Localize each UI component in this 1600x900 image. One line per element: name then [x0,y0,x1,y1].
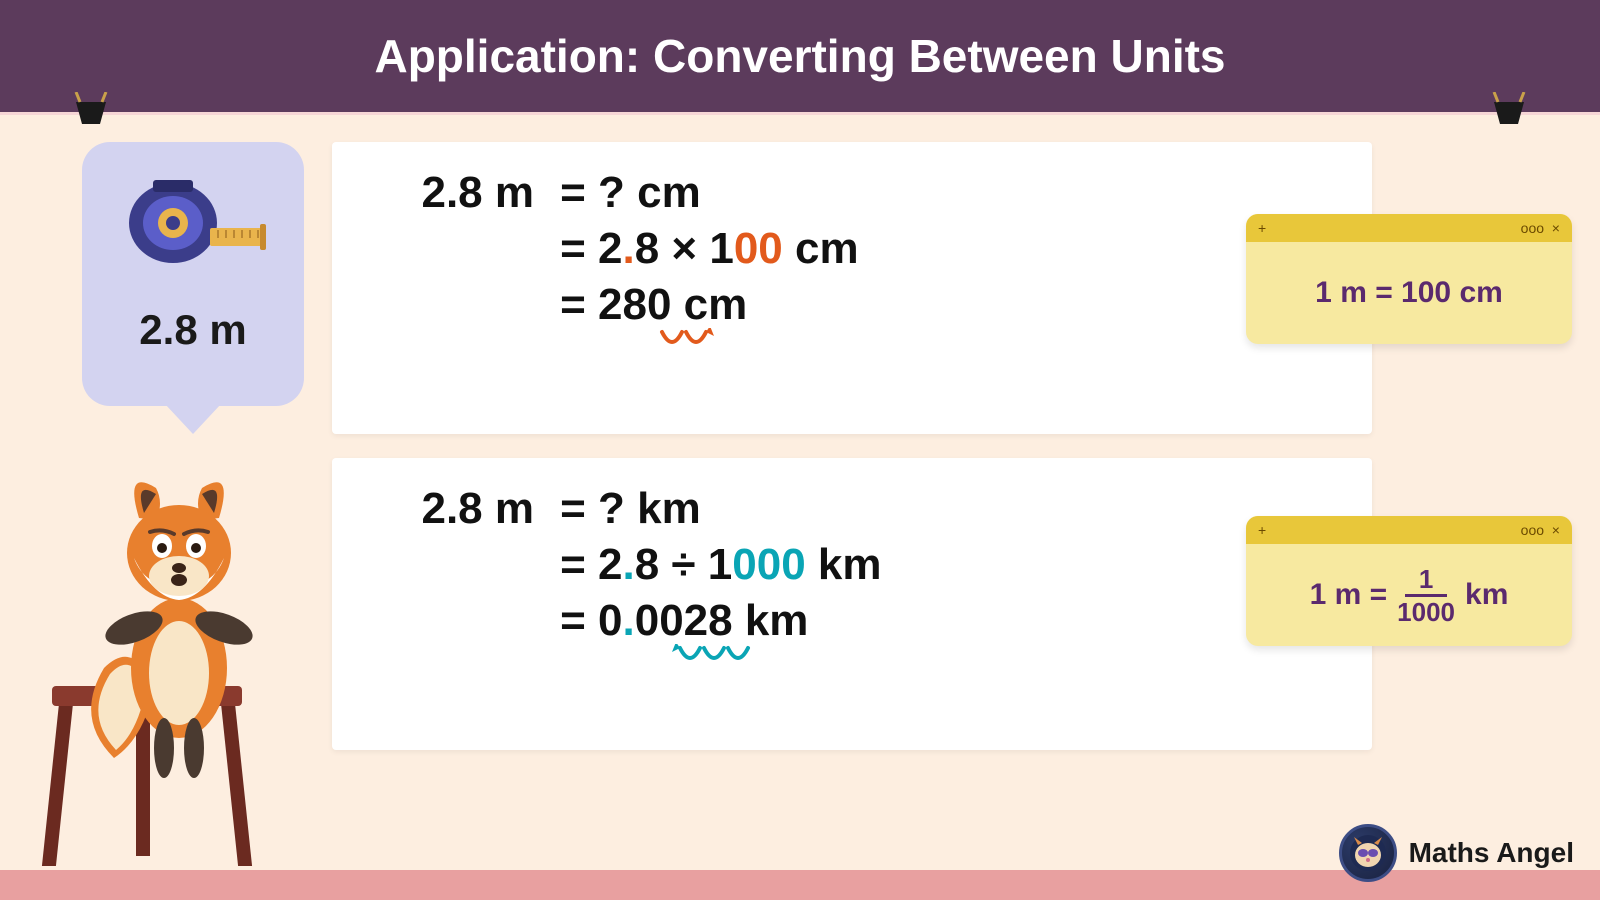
equals-sign: = [548,596,598,646]
title-banner: Application: Converting Between Units [0,0,1600,112]
binder-clip-left-icon [70,92,112,130]
eq-accent-teal: 000 [732,540,805,589]
equals-sign: = [548,280,598,330]
eq-bottom-rhs1: ? km [598,484,1336,534]
eq-segment: 2 [598,540,622,589]
page-title: Application: Converting Between Units [374,29,1225,83]
conversion-panel-km: 2.8 m = ? km = 2.8 ÷ 1000 km = 0.0028 km [332,458,1372,750]
eq-segment: cm [783,224,859,273]
eq-result-text: 280 cm [598,280,747,329]
eq-segment: 0 [598,596,622,645]
sticky-note-km: + ooo × 1 m = 1 1000 km [1246,516,1572,646]
fraction-denominator: 1000 [1397,597,1455,625]
eq-top-lhs: 2.8 m [368,168,548,218]
decimal-dot-teal: . [622,596,634,645]
equals-sign: = [548,484,598,534]
note-titlebar: + ooo × [1246,516,1572,544]
eq-top-rhs1: ? cm [598,168,1336,218]
fox-character-icon [84,458,274,788]
eq-bottom-result: 0.0028 km [598,596,1336,646]
equals-sign: = [548,540,598,590]
shift-arrows-orange-icon [658,328,730,366]
window-controls-icon: ooo × [1521,220,1560,236]
decimal-dot-orange: . [622,224,634,273]
eq-segment: km [806,540,882,589]
brand-logo: Maths Angel [1339,824,1574,882]
binder-clip-right-icon [1488,92,1530,130]
bubble-value: 2.8 m [139,306,246,354]
tape-measure-icon [118,168,268,278]
eq-segment: 0028 km [635,596,809,645]
note-fraction: 1 1000 [1397,566,1455,625]
equals-sign: = [548,168,598,218]
eq-top-rhs2: 2.8 × 100 cm [598,224,1336,274]
equals-sign: = [548,224,598,274]
note-titlebar: + ooo × [1246,214,1572,242]
window-controls-icon: ooo × [1521,522,1560,538]
eq-segment: 2 [598,224,622,273]
sticky-note-cm: + ooo × 1 m = 100 cm [1246,214,1572,344]
eq-top-result: 280 cm [598,280,1336,330]
note-segment: km [1465,578,1508,612]
decimal-dot-teal: . [622,540,634,589]
fraction-numerator: 1 [1405,566,1447,597]
shift-arrows-teal-icon [652,644,752,682]
eq-segment: 8 ÷ 1 [635,540,733,589]
eq-accent-orange: 00 [734,224,783,273]
plus-icon: + [1258,522,1266,538]
note-text: 1 m = 1 1000 km [1246,544,1572,646]
conversion-panel-cm: 2.8 m = ? cm = 2.8 × 100 cm = 280 cm + [332,142,1372,434]
plus-icon: + [1258,220,1266,236]
eq-segment: 8 × 1 [635,224,734,273]
eq-bottom-rhs2: 2.8 ÷ 1000 km [598,540,1336,590]
eq-bottom-lhs: 2.8 m [368,484,548,534]
note-segment: 1 m = [1310,578,1388,612]
note-text: 1 m = 100 cm [1246,242,1572,344]
measurement-bubble: 2.8 m [82,142,304,406]
logo-badge-icon [1339,824,1397,882]
brand-name: Maths Angel [1409,837,1574,869]
